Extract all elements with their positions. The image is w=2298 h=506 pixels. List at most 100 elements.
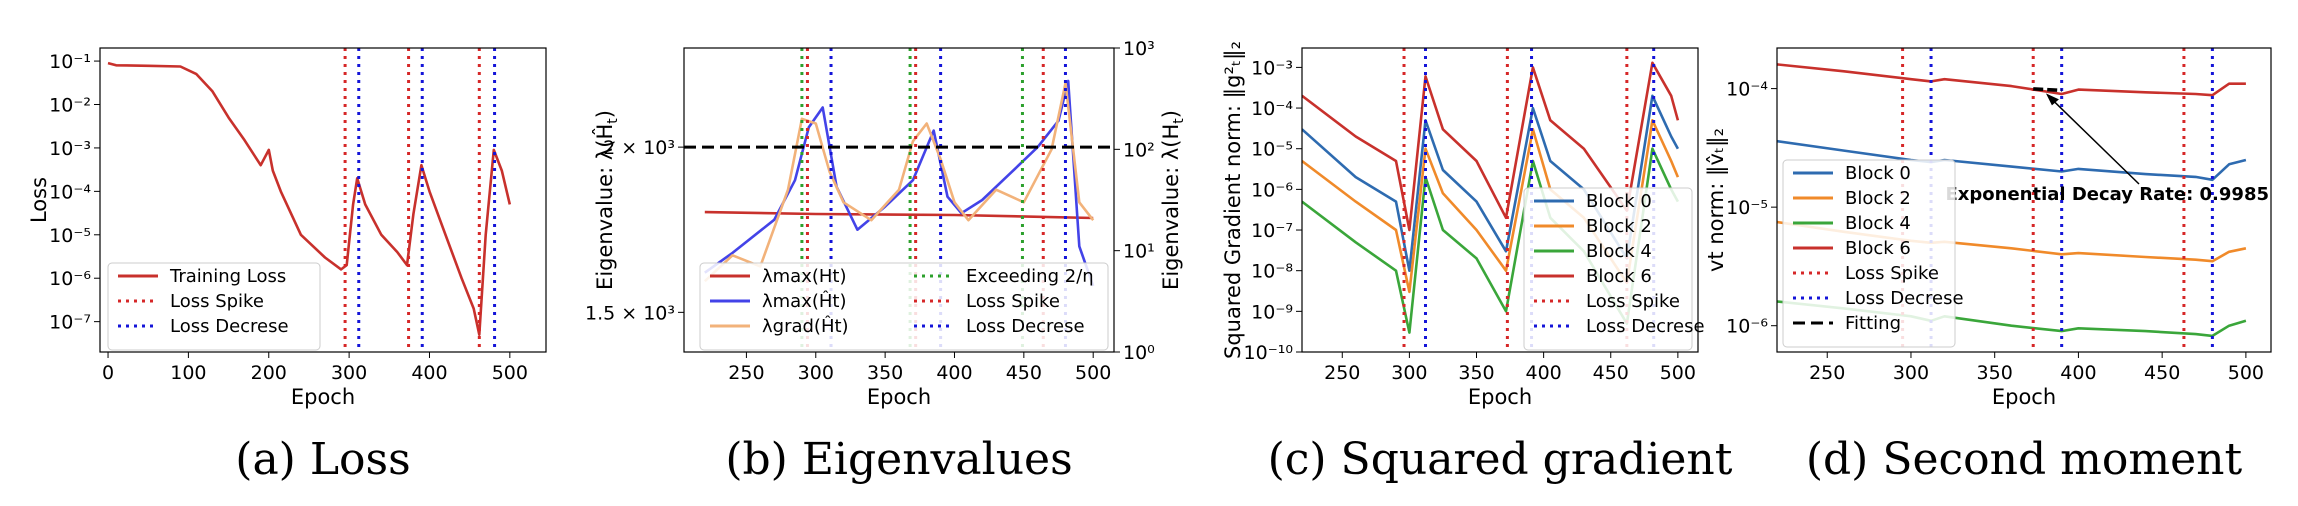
y-tick-label: 10⁻¹ (49, 51, 91, 73)
legend-label: Block 4 (1586, 241, 1652, 262)
plot-area (684, 48, 1114, 352)
legend-label: Block 4 (1845, 213, 1911, 234)
legend-label: Fitting (1845, 313, 1901, 334)
legend-label: Loss Decrese (170, 316, 289, 337)
x-tick-label: 200 (251, 362, 287, 384)
legend-label: Loss Decrese (966, 316, 1085, 337)
x-axis-label: Epoch (291, 385, 355, 409)
series-line-2 (1302, 119, 1680, 294)
x-axis-label: Epoch (1992, 385, 2056, 409)
x-tick-label: 500 (1075, 362, 1111, 384)
panel-caption: (b) Eigenvalues (725, 434, 1072, 485)
legend-label: Loss Decrese (1845, 288, 1964, 309)
legend: Training Loss Loss Spike Loss Decrese (107, 262, 321, 351)
x-tick-label: 500 (492, 362, 528, 384)
fit-line (2033, 87, 2062, 93)
plot-area (1302, 48, 1680, 352)
legend-label: Loss Spike (1845, 263, 1939, 284)
y-tick-label: 1.5 × 10³ (585, 302, 675, 324)
panel-caption: (a) Loss (235, 434, 410, 485)
panel-caption: (c) Squared gradient (1268, 434, 1733, 485)
axes-frame (99, 47, 547, 353)
x-tick-label: 400 (411, 362, 447, 384)
legend-label: Loss Spike (170, 291, 264, 312)
x-tick-label: 450 (1006, 362, 1042, 384)
y-tick-label: 10⁻³ (1251, 57, 1293, 79)
panel-1: 0 100 200 300 400 500 10⁻⁷ 10⁻⁶ 10⁻⁵ 10⁻⁴ 10⁻³ 10⁻²… (27, 47, 547, 485)
legend-box (1782, 159, 1956, 348)
legend-label: Block 6 (1845, 238, 1911, 259)
x-tick-label: 100 (170, 362, 206, 384)
y-axis-label: Squared Gradient norm: ‖g²ₜ‖₂ (1221, 41, 1246, 359)
axes-frame (683, 47, 1115, 353)
x-tick-label: 350 (1977, 362, 2013, 384)
legend-label: Training Loss (169, 266, 286, 287)
y-tick-label: 10⁻⁵ (1726, 197, 1768, 219)
y-tick-label: 10⁻² (49, 95, 91, 117)
y-tick-label: 10⁻⁴ (1726, 79, 1768, 101)
legend-label: λgrad(Ĥt) (762, 315, 849, 337)
legend-label: Loss Spike (966, 291, 1060, 312)
x-axis-label: Epoch (1468, 385, 1532, 409)
x-tick-label: 500 (2228, 362, 2264, 384)
y-tick-label: 10⁻⁶ (1251, 179, 1293, 201)
x-tick-label: 350 (1458, 362, 1494, 384)
x-tick-label: 250 (1809, 362, 1845, 384)
annotation-text: Exponential Decay Rate: 0.9985 (1945, 184, 2269, 205)
panel-4: 250 300 350 400 450 500 10⁻⁶ 10⁻⁵ 10⁻⁴ Epoch vt no… (1704, 47, 2272, 485)
y-axis-label: Loss (27, 177, 51, 223)
y-right-tick-label: 10⁰ (1123, 342, 1155, 364)
legend: Block 0 Block 2 Block 4 Block 6 Loss Spike Lo… (1523, 187, 1705, 351)
y-tick-label: 2 × 10³ (603, 137, 675, 159)
series-line-4 (1777, 63, 2246, 97)
y-right-tick-label: 10¹ (1123, 241, 1155, 263)
legend-label: λmax(Ht) (762, 266, 847, 287)
x-tick-label: 0 (102, 362, 114, 384)
x-tick-label: 300 (798, 362, 834, 384)
legend-label: Block 2 (1586, 216, 1652, 237)
y-tick-label: 10⁻⁵ (1251, 139, 1293, 161)
x-tick-label: 300 (1893, 362, 1929, 384)
y-tick-label: 10⁻⁶ (1726, 316, 1768, 338)
legend-box (107, 262, 321, 351)
y-tick-label: 10⁻¹⁰ (1244, 342, 1293, 364)
y-tick-label: 10⁻⁶ (49, 268, 91, 290)
x-tick-label: 250 (1324, 362, 1360, 384)
legend-box (699, 262, 1109, 351)
y-axis-label: Eigenvalue: λ(Ĥt) (592, 110, 621, 290)
x-tick-label: 450 (1593, 362, 1629, 384)
x-tick-label: 400 (2060, 362, 2096, 384)
x-tick-label: 450 (2144, 362, 2180, 384)
x-tick-label: 250 (728, 362, 764, 384)
series-line-1 (704, 210, 1094, 220)
y-right-tick-label: 10² (1123, 139, 1155, 161)
legend-label: Exceeding 2/η (966, 266, 1094, 287)
plot-area (107, 48, 512, 352)
axes-frame (1301, 47, 1699, 353)
annotation-arrowhead (2045, 93, 2059, 106)
legend-label: Loss Spike (1586, 291, 1680, 312)
axes-frame (1776, 47, 2272, 353)
legend-label: Block 2 (1845, 188, 1911, 209)
y-right-axis-label: Eigenvalue: λ(Ht) (1159, 110, 1187, 290)
y-tick-label: 10⁻³ (49, 138, 91, 160)
x-tick-label: 400 (936, 362, 972, 384)
panel-caption: (d) Second moment (1806, 434, 2243, 485)
legend: Block 0 Block 2 Block 4 Block 6 Loss Spike Lo… (1782, 159, 1964, 348)
y-tick-label: 10⁻⁴ (49, 181, 91, 203)
y-tick-label: 10⁻⁵ (49, 225, 91, 247)
y-tick-label: 10⁻⁷ (1251, 220, 1293, 242)
y-tick-label: 10⁻⁴ (1251, 98, 1293, 120)
series-line-1 (107, 61, 512, 337)
y-right-tick-label: 10³ (1123, 38, 1155, 60)
legend-label: Block 0 (1586, 191, 1652, 212)
panel-3: 250 300 350 400 450 500 10⁻¹⁰ 10⁻⁹ 10⁻⁸ 10⁻⁷ 10⁻⁶ 1… (1221, 41, 1733, 485)
legend-label: λmax(Ĥt) (762, 290, 847, 312)
x-axis-label: Epoch (867, 385, 931, 409)
legend-box (1523, 187, 1693, 351)
legend: λmax(Ht) λmax(Ĥt) λgrad(Ĥt) Exceeding 2/η Lo… (699, 262, 1109, 351)
y-tick-label: 10⁻⁹ (1251, 301, 1293, 323)
x-tick-label: 300 (1391, 362, 1427, 384)
